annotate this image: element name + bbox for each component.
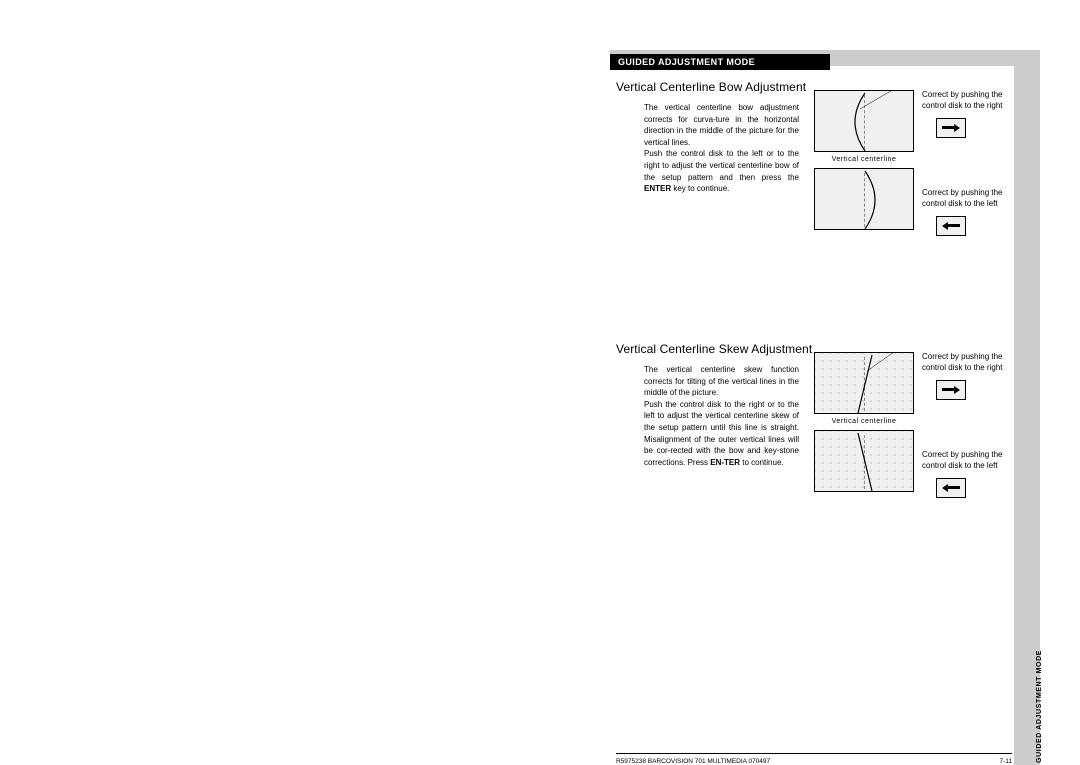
para-text: The vertical centerline bow adjustment c… — [644, 103, 799, 147]
key-name: ENTER — [644, 184, 671, 193]
arrow-right-icon — [954, 124, 960, 132]
skew-diagram-bottom — [814, 430, 914, 492]
header-title: GUIDED ADJUSTMENT MODE — [618, 57, 755, 67]
key-text: Correct by pushing the control disk to t… — [922, 450, 1012, 472]
para-text: Push the control disk to the left or to … — [644, 149, 799, 181]
diagram-label: Vertical centerline — [814, 418, 914, 425]
body-text: The vertical centerline bow adjustment c… — [644, 102, 799, 195]
skew-diagram-top — [814, 352, 914, 414]
footer: R5975238 BARCOVISION 701 MULTIMEDIA 0704… — [616, 753, 1012, 765]
key-block-right: Correct by pushing the control disk to t… — [922, 90, 1012, 166]
side-label: GUIDED ADJUSTMENT MODE — [1036, 650, 1043, 763]
key-block-left: Correct by pushing the control disk to t… — [922, 188, 1012, 264]
bow-diagram-top — [814, 90, 914, 152]
key-name: EN-TER — [710, 458, 740, 467]
key-column: Correct by pushing the control disk to t… — [922, 352, 1012, 526]
bow-diagram-bottom — [814, 168, 914, 230]
body-text: The vertical centerline skew function co… — [644, 364, 799, 468]
section-bow: Vertical Centerline Bow Adjustment The v… — [616, 80, 1012, 195]
skew-line-icon — [815, 353, 915, 415]
para-text: Push the control disk to the right or to… — [644, 400, 799, 467]
arrow-right-icon — [954, 386, 960, 394]
key-block-right: Correct by pushing the control disk to t… — [922, 352, 1012, 428]
arrow-right-button — [936, 380, 966, 400]
para-text: to continue. — [740, 458, 784, 467]
bow-curve-icon — [815, 91, 915, 153]
key-block-left: Correct by pushing the control disk to t… — [922, 450, 1012, 526]
arrow-left-button — [936, 216, 966, 236]
para-text: The vertical centerline skew function co… — [644, 365, 799, 397]
document-page: GUIDED ADJUSTMENT MODE GUIDED ADJUSTMENT… — [610, 50, 1040, 765]
section-skew: Vertical Centerline Skew Adjustment The … — [616, 342, 1012, 468]
arrow-right-button — [936, 118, 966, 138]
header-bar-black: GUIDED ADJUSTMENT MODE — [610, 54, 830, 70]
key-column: Correct by pushing the control disk to t… — [922, 90, 1012, 264]
arrow-left-button — [936, 478, 966, 498]
diagram-column: Vertical centerline — [814, 352, 914, 496]
diagram-label: Vertical centerline — [814, 156, 914, 163]
diagram-column: Vertical centerline — [814, 90, 914, 234]
key-text: Correct by pushing the control disk to t… — [922, 90, 1012, 112]
footer-right: 7-11 — [999, 758, 1012, 765]
footer-left: R5975238 BARCOVISION 701 MULTIMEDIA 0704… — [616, 758, 770, 765]
bow-curve-icon — [815, 169, 915, 231]
side-stripe: GUIDED ADJUSTMENT MODE — [1014, 50, 1040, 765]
key-text: Correct by pushing the control disk to t… — [922, 188, 1012, 210]
para-text: key to continue. — [671, 184, 729, 193]
skew-line-icon — [815, 431, 915, 493]
key-text: Correct by pushing the control disk to t… — [922, 352, 1012, 374]
